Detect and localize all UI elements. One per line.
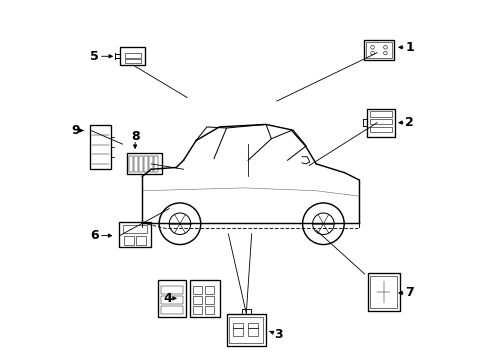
Text: 1: 1 xyxy=(404,41,413,54)
Bar xyxy=(119,222,151,247)
Bar xyxy=(120,47,144,65)
Bar xyxy=(205,296,214,303)
Text: 5: 5 xyxy=(90,50,99,63)
Bar xyxy=(124,59,140,63)
Bar xyxy=(205,286,214,293)
Text: 2: 2 xyxy=(404,116,413,129)
Bar xyxy=(369,119,391,125)
Bar xyxy=(126,153,162,174)
Text: 6: 6 xyxy=(90,229,99,242)
Bar xyxy=(90,125,110,170)
Bar xyxy=(124,235,134,244)
Bar xyxy=(158,279,186,317)
Bar xyxy=(369,127,391,132)
Bar xyxy=(134,156,138,172)
Bar xyxy=(366,109,394,136)
Bar xyxy=(136,235,145,244)
Text: 8: 8 xyxy=(131,130,139,143)
Text: 9: 9 xyxy=(72,124,80,137)
Bar xyxy=(226,314,265,346)
Bar xyxy=(232,328,242,336)
Text: 3: 3 xyxy=(274,328,282,341)
Bar xyxy=(229,317,263,343)
Bar xyxy=(367,273,399,311)
Bar xyxy=(369,111,391,117)
Bar xyxy=(193,296,202,303)
Bar xyxy=(124,53,140,58)
Bar xyxy=(248,323,258,328)
Bar xyxy=(139,156,142,172)
Bar xyxy=(149,156,153,172)
Bar xyxy=(369,275,396,308)
Bar xyxy=(193,286,202,293)
Text: 4: 4 xyxy=(163,292,171,305)
Bar xyxy=(365,42,391,58)
Bar xyxy=(129,156,133,172)
Bar xyxy=(190,279,219,317)
Bar xyxy=(205,306,214,314)
Bar xyxy=(248,328,258,336)
Text: 7: 7 xyxy=(404,287,413,300)
Bar xyxy=(161,296,183,303)
Bar xyxy=(122,225,147,233)
Bar xyxy=(363,40,393,60)
Bar xyxy=(161,306,183,314)
Bar xyxy=(193,306,202,314)
Bar xyxy=(154,156,158,172)
Bar xyxy=(144,156,148,172)
Bar xyxy=(161,286,183,293)
Bar xyxy=(232,323,242,328)
